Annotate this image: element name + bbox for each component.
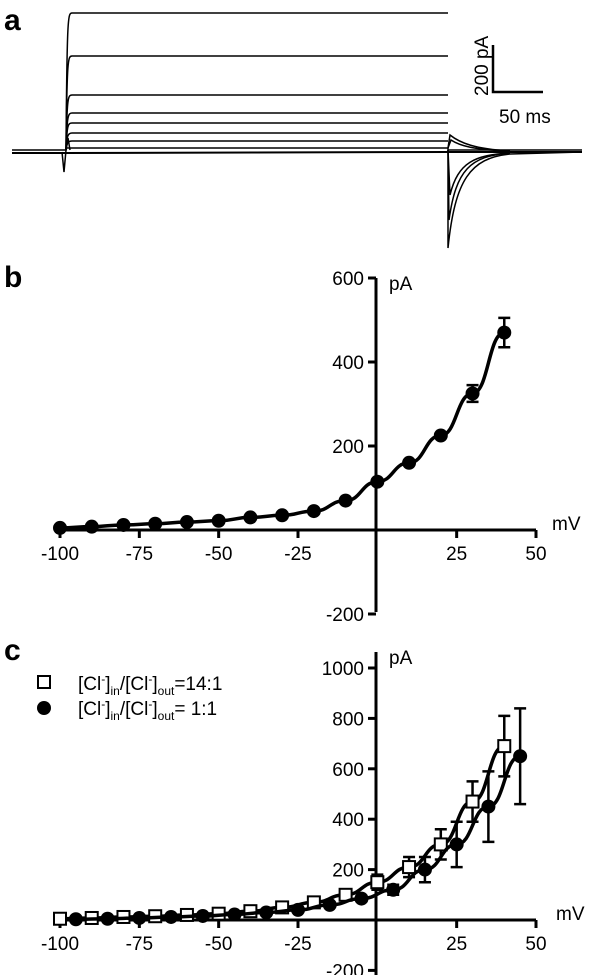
y-tick-label: 800 [332,709,364,730]
data-point [259,905,274,920]
data-point [338,493,353,508]
data-point [513,749,528,764]
y-tick-label: -200 [326,961,364,975]
panel-c-ylabel: pA [389,648,413,669]
data-point [465,794,480,809]
data-point [243,510,258,525]
data-point [291,902,305,917]
panel-b-xlabel: mV [552,514,581,535]
trace-2 [65,55,448,151]
data-point [433,428,448,443]
x-tick-label: -75 [126,934,153,955]
panel-a-traces [12,12,583,249]
panel-b-label: b [4,261,22,294]
data-point [275,508,290,523]
x-tick-label: -75 [126,544,153,565]
data-point [84,519,99,534]
tail-current-3 [447,149,511,196]
x-tick-label: -100 [41,934,79,955]
y-tick-label: 600 [332,269,364,290]
trace-5 [65,122,448,151]
tail-current [447,150,583,249]
x-tick-label: -100 [41,544,79,565]
data-point [179,515,194,530]
data-point [100,911,115,926]
data-point [211,513,226,528]
data-point [497,325,512,340]
data-point [53,520,67,535]
data-point [465,386,480,401]
x-tick-label: 50 [525,934,546,955]
legend-marker-square [37,675,51,689]
data-point [354,891,369,906]
y-tick-label: 1000 [322,659,364,680]
panel-c-axes: pA mV -100 -75 -50 -25 25 50 1000 800 600 400 200… [41,648,585,975]
series-line [59,744,505,921]
y-tick-label: 600 [332,760,364,781]
x-tick-label: -50 [205,544,232,565]
y-tick-label: 200 [332,437,364,458]
legend-marker-circle [37,701,51,715]
data-point [322,897,337,912]
data-point [370,875,385,890]
data-point [449,837,464,852]
data-point [386,882,401,897]
legend-entry-14-1: [Cl-]in/[Cl-]out=14:1 [78,672,222,698]
data-point [195,908,210,923]
data-point [497,739,512,754]
data-point [402,455,417,470]
data-point [53,911,67,926]
panel-c-xlabel: mV [556,904,585,925]
data-point [433,837,448,852]
scale-bar-y-label: 200 pA [472,35,493,96]
capacitive-spike-on [61,137,71,173]
baseline-trace [12,147,582,151]
data-point [116,517,131,532]
series-line [75,754,521,921]
data-point [164,909,179,924]
y-tick-label: 400 [332,353,364,374]
panel-c-label: c [4,634,21,667]
panel-c-legend: [Cl-]in/[Cl-]out=14:1 [Cl-]in/[Cl-]out= … [37,672,222,723]
trace-4 [65,112,448,151]
x-tick-label: 25 [446,544,467,565]
data-point [402,860,417,875]
x-tick-label: 50 [525,544,546,565]
scale-bar: 200 pA 50 ms [472,35,551,128]
panel-b-axes: pA mV -100 -75 -50 -25 25 50 600 400 200 -200 [41,269,581,626]
tail-current-2 [447,149,511,221]
panel-a-label: a [4,4,21,37]
scale-bar-x-label: 50 ms [499,107,551,128]
y-tick-label: 200 [332,861,364,882]
data-point [227,907,242,922]
x-tick-label: -50 [205,934,232,955]
x-tick-label: -25 [284,934,311,955]
data-point [132,910,147,925]
x-tick-label: -25 [284,544,311,565]
data-point [370,474,385,489]
tail-current-5 [447,138,511,152]
legend-entry-1-1: [Cl-]in/[Cl-]out= 1:1 [78,697,217,723]
baseline-trace-2 [12,151,582,154]
data-point [481,799,496,814]
data-point [306,504,321,519]
data-point [68,912,83,927]
x-tick-label: 25 [446,934,467,955]
trace-1 [65,12,448,151]
data-point [417,862,432,877]
panel-b-ylabel: pA [389,274,413,295]
data-point [148,516,163,531]
y-tick-label: 400 [332,810,364,831]
y-tick-label: -200 [326,605,364,626]
